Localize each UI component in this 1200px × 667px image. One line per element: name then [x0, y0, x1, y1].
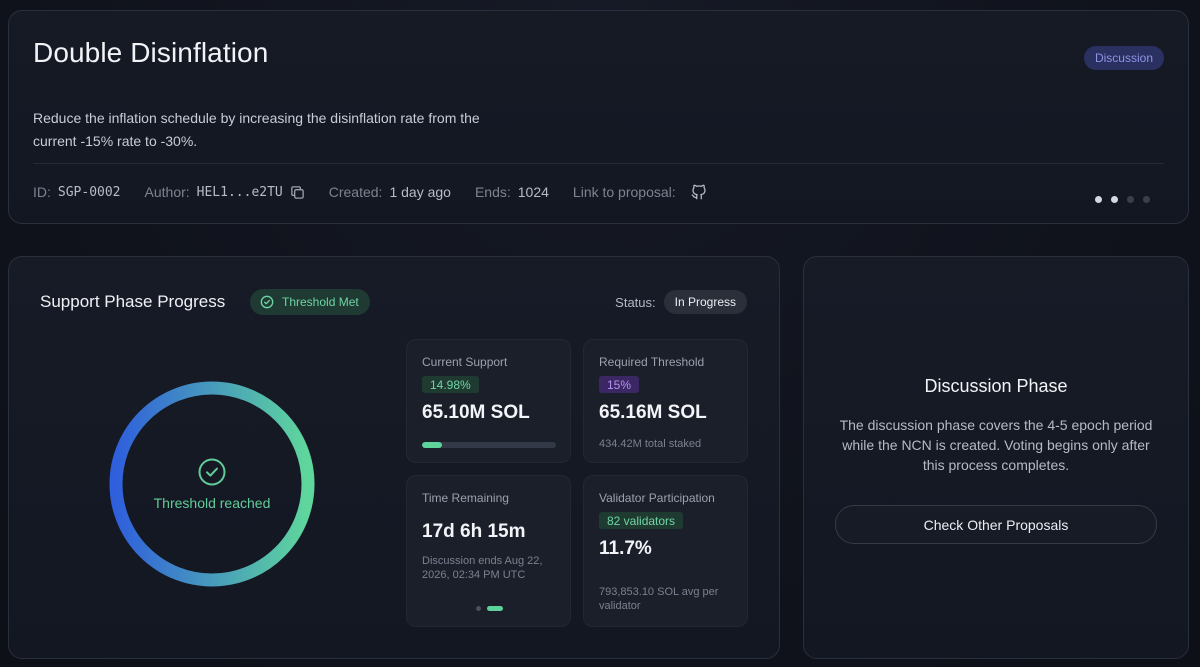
meta-id: ID: SGP-0002 [33, 184, 121, 200]
check-other-proposals-button[interactable]: Check Other Proposals [835, 505, 1157, 544]
avg-per-validator: 793,853.10 SOL avg per validator [599, 586, 719, 612]
time-remaining-tile: Time Remaining 17d 6h 15m Discussion end… [406, 475, 571, 627]
proposal-title: Double Disinflation [33, 37, 269, 68]
meta-ends: Ends: 1024 [475, 184, 549, 200]
pager-dot[interactable] [476, 606, 481, 611]
threshold-met-label: Threshold Met [282, 295, 359, 309]
required-threshold-value: 65.16M SOL [599, 402, 707, 423]
support-ring [109, 381, 315, 587]
discussion-phase-body: The discussion phase covers the 4-5 epoc… [839, 417, 1153, 473]
carousel-dot[interactable] [1127, 196, 1134, 203]
validator-participation-value: 11.7% [599, 538, 652, 559]
tile-pager [476, 606, 503, 611]
support-phase-card: Support Phase Progress Threshold Met Sta… [8, 256, 780, 659]
meta-ends-value: 1024 [517, 184, 549, 200]
ring-label: Threshold reached [153, 495, 271, 511]
carousel-dot[interactable] [1111, 196, 1118, 203]
github-icon[interactable] [690, 183, 708, 201]
meta-id-label: ID: [33, 184, 51, 200]
tile-label: Current Support [422, 355, 508, 369]
tile-label: Required Threshold [599, 355, 705, 369]
discussion-phase-title: Discussion Phase [924, 376, 1068, 396]
status: Status: In Progress [615, 290, 747, 314]
meta-link-label: Link to proposal: [572, 184, 676, 200]
tile-label: Validator Participation [599, 491, 715, 505]
total-staked: 434.42M total staked [599, 438, 702, 450]
meta-author-label: Author: [144, 184, 190, 200]
copy-icon[interactable] [290, 185, 305, 200]
meta-created-value: 1 day ago [389, 184, 451, 200]
proposal-meta: ID: SGP-0002 Author: HEL1...e2TU Created… [33, 181, 732, 203]
meta-created: Created: 1 day ago [329, 184, 451, 200]
divider [33, 163, 1164, 164]
pager-dot[interactable] [487, 606, 503, 611]
meta-author: Author: HEL1...e2TU [145, 184, 305, 200]
carousel-dots [1095, 196, 1150, 203]
tile-label: Time Remaining [422, 491, 509, 505]
validator-count-chip: 82 validators [599, 512, 684, 529]
support-progress-bar [422, 442, 556, 448]
required-threshold-tile: Required Threshold 15% 65.16M SOL 434.42… [583, 339, 748, 463]
meta-id-value: SGP-0002 [57, 184, 121, 200]
proposal-description: Reduce the inflation schedule by increas… [33, 110, 480, 149]
phase-badge: Discussion [1083, 46, 1164, 70]
meta-link: Link to proposal: [573, 183, 708, 201]
meta-ends-label: Ends: [474, 184, 511, 200]
support-percent-chip: 14.98% [422, 376, 479, 393]
carousel-dot[interactable] [1143, 196, 1150, 203]
check-circle-icon [260, 295, 274, 309]
threshold-met-badge: Threshold Met [250, 289, 370, 315]
proposal-header-card: Double Disinflation Discussion Reduce th… [8, 10, 1189, 224]
meta-created-label: Created: [328, 184, 383, 200]
carousel-dot[interactable] [1095, 196, 1102, 203]
support-phase-title: Support Phase Progress [40, 292, 226, 311]
check-circle-icon [198, 458, 226, 486]
current-support-value: 65.10M SOL [422, 402, 530, 423]
discussion-phase-card: Discussion Phase The discussion phase co… [803, 256, 1189, 659]
validator-participation-tile: Validator Participation 82 validators 11… [583, 475, 748, 627]
status-badge: In Progress [663, 290, 747, 314]
discussion-end-date: Discussion ends Aug 22, 2026, 02:34 PM U… [422, 555, 543, 581]
time-remaining-value: 17d 6h 15m [422, 521, 526, 542]
meta-author-value: HEL1...e2TU [196, 184, 283, 200]
status-label: Status: [615, 294, 656, 310]
threshold-percent-chip: 15% [599, 376, 640, 393]
current-support-tile: Current Support 14.98% 65.10M SOL [406, 339, 571, 463]
support-progress-fill [422, 442, 443, 448]
